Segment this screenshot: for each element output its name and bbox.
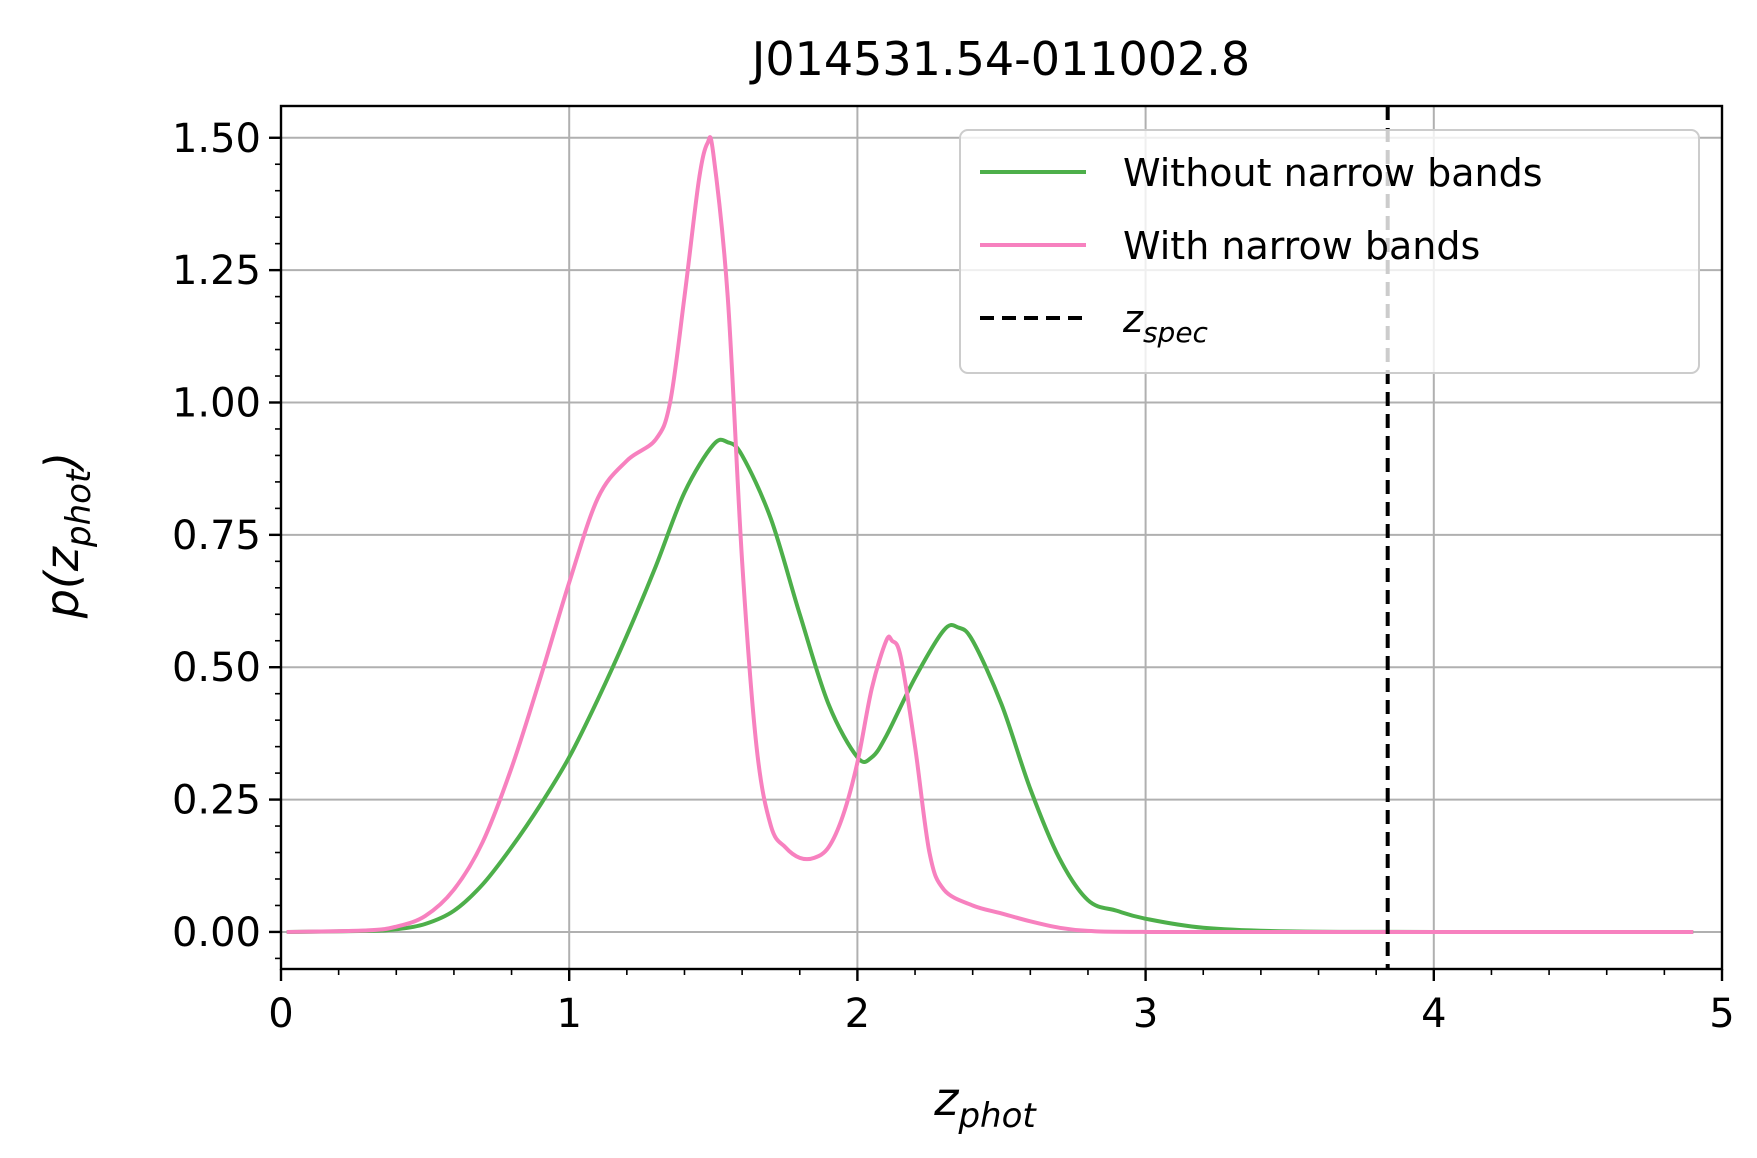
y-axis-label: p(zphot) xyxy=(35,452,99,620)
y-tick-label: 0.00 xyxy=(172,910,261,956)
series-line-with-narrow-bands xyxy=(286,135,1694,935)
legend-box xyxy=(959,129,1700,374)
x-tick-label: 2 xyxy=(845,991,870,1037)
y-tick-label: 1.00 xyxy=(172,380,261,426)
y-tick-label: 0.50 xyxy=(172,645,261,691)
y-tick-label: 0.75 xyxy=(172,513,261,559)
legend: Without narrow bands With narrow bands z… xyxy=(959,129,1700,374)
x-tick-label: 4 xyxy=(1421,991,1446,1037)
series-lines xyxy=(286,135,1694,935)
y-tick-label: 1.25 xyxy=(172,248,261,294)
legend-label-with-narrow-bands: With narrow bands xyxy=(1123,224,1480,268)
axis-ticks: 0 1 2 3 4 5 0.00 0.25 0.50 0.75 1.00 1.25 1.50 xyxy=(172,116,1735,1037)
x-axis-label: zphot xyxy=(933,1072,1037,1136)
legend-label-zspec: zspec xyxy=(1122,297,1209,349)
plot-frame xyxy=(279,104,1724,971)
x-tick-label: 1 xyxy=(556,991,581,1037)
y-tick-label: 0.25 xyxy=(172,778,261,824)
x-tick-label: 5 xyxy=(1709,991,1734,1037)
chart-title: J014531.54-011002.8 xyxy=(749,32,1250,86)
series-line-without-narrow-bands xyxy=(286,437,1694,934)
x-tick-label: 3 xyxy=(1133,991,1158,1037)
x-tick-label: 0 xyxy=(268,991,293,1037)
y-tick-label: 1.50 xyxy=(172,116,261,162)
legend-label-without-narrow-bands: Without narrow bands xyxy=(1123,151,1543,195)
